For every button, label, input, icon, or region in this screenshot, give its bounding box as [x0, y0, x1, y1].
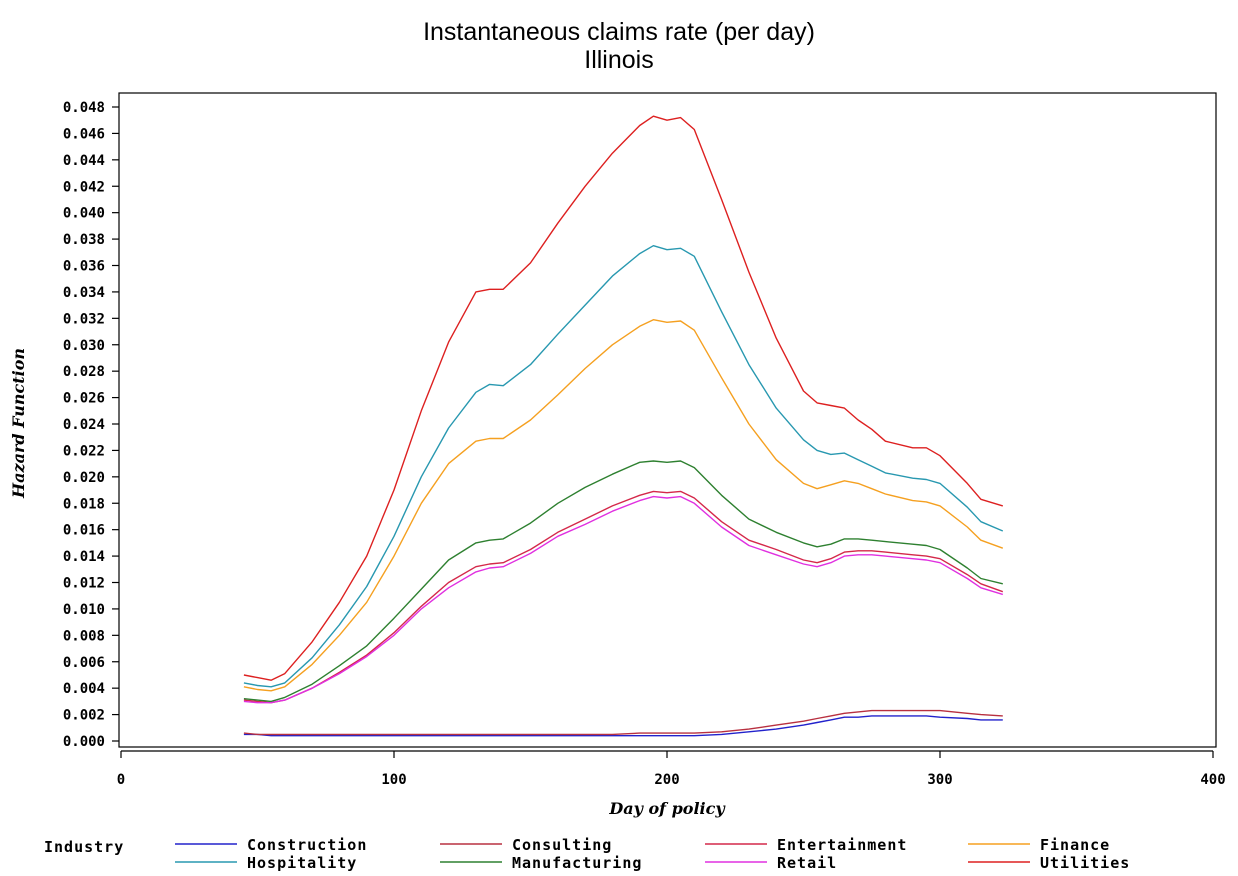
legend-label-utilities: Utilities — [1040, 854, 1130, 872]
y-axis: 0.000 0.002 0.004 0.006 0.008 0.010 0.012 0.014… — [63, 100, 119, 750]
series-line-construction — [243, 715, 1003, 737]
y-axis-label: Hazard Function — [9, 348, 28, 499]
series-line-entertainment — [243, 490, 1004, 704]
series-line-utilities — [243, 115, 1004, 681]
legend-label-construction: Construction — [247, 836, 367, 854]
legend-label-hospitality: Hospitality — [247, 854, 357, 872]
series-line-retail — [243, 495, 1004, 704]
chart-title: Instantaneous claims rate (per day) — [423, 18, 815, 46]
y-tick-label: 0.036 — [63, 259, 105, 275]
legend-label-entertainment: Entertainment — [777, 836, 907, 854]
legend-label-retail: Retail — [777, 854, 837, 872]
y-tick-label: 0.016 — [63, 523, 105, 539]
y-tick-label: 0.002 — [63, 708, 105, 724]
y-tick-label: 0.024 — [63, 417, 105, 433]
legend-label-finance: Finance — [1040, 836, 1110, 854]
y-tick-label: 0.000 — [63, 734, 105, 750]
y-tick-label: 0.032 — [63, 311, 105, 327]
x-axis: 0 100 200 300 400 — [117, 750, 1226, 788]
y-tick-label: 0.048 — [63, 100, 105, 116]
y-tick-label: 0.028 — [63, 364, 105, 380]
x-tick-label: 200 — [654, 772, 679, 788]
series-line-finance — [243, 319, 1004, 692]
x-tick-label: 300 — [927, 772, 952, 788]
x-tick-label: 400 — [1200, 772, 1225, 788]
legend-title: Industry — [44, 838, 124, 856]
y-tick-label: 0.012 — [63, 576, 105, 592]
y-tick-label: 0.018 — [63, 496, 105, 512]
y-tick-label: 0.008 — [63, 628, 105, 644]
series-line-hospitality — [243, 244, 1004, 688]
legend: Industry Construction Consulting Entertain… — [44, 836, 1130, 872]
y-tick-label: 0.014 — [63, 549, 105, 565]
x-tick-label: 100 — [381, 772, 406, 788]
series-lines — [243, 115, 1004, 737]
plot-frame — [118, 92, 1217, 748]
y-tick-label: 0.038 — [63, 232, 105, 248]
legend-label-manufacturing: Manufacturing — [512, 854, 642, 872]
series-line-manufacturing — [243, 460, 1003, 703]
y-tick-label: 0.044 — [63, 153, 105, 169]
y-tick-label: 0.010 — [63, 602, 105, 618]
y-tick-label: 0.026 — [63, 391, 105, 407]
chart-subtitle: Illinois — [584, 46, 653, 74]
y-tick-label: 0.004 — [63, 681, 105, 697]
x-axis-label: Day of policy — [608, 799, 726, 818]
y-tick-label: 0.046 — [63, 126, 105, 142]
y-tick-label: 0.020 — [63, 470, 105, 486]
y-tick-label: 0.030 — [63, 338, 105, 354]
y-tick-label: 0.034 — [63, 285, 105, 301]
y-tick-label: 0.040 — [63, 206, 105, 222]
y-tick-label: 0.006 — [63, 655, 105, 671]
series-line-consulting — [243, 709, 1003, 736]
y-tick-label: 0.042 — [63, 179, 105, 195]
x-tick-label: 0 — [117, 772, 125, 788]
y-tick-label: 0.022 — [63, 443, 105, 459]
legend-label-consulting: Consulting — [512, 836, 612, 854]
